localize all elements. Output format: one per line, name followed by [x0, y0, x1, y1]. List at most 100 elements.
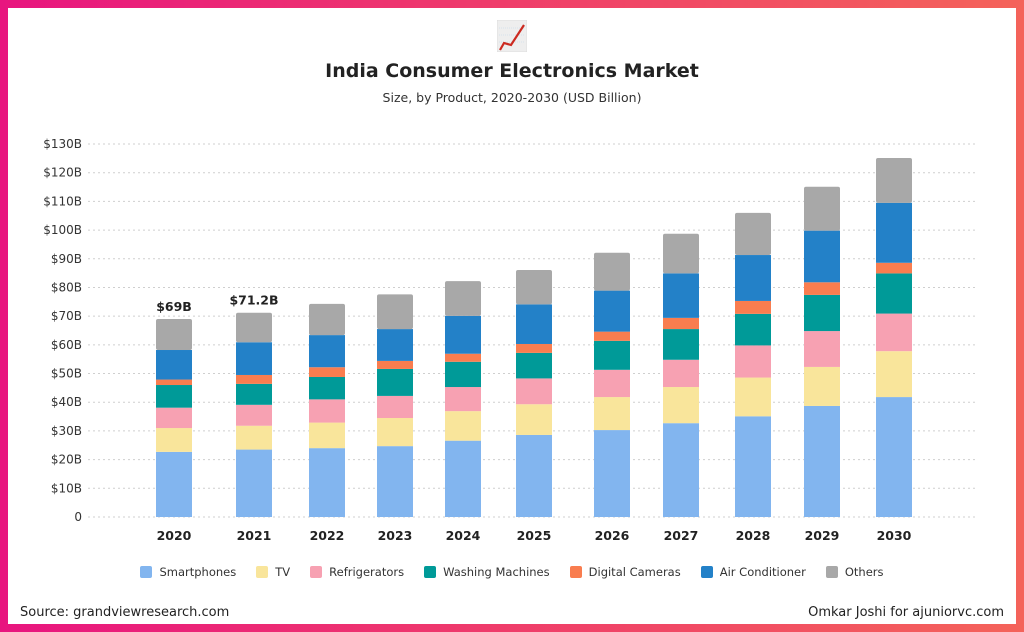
x-tick-label: 2023 [378, 528, 413, 543]
bar-segment-smartphones [735, 416, 771, 517]
bar-segment-digital-cameras [876, 262, 912, 274]
chart-increasing-icon [497, 20, 527, 52]
bar-segment-washing-machines [663, 329, 699, 360]
y-tick-label: $60B [51, 338, 82, 352]
bar-segment-digital-cameras [516, 343, 552, 353]
y-tick-label: $80B [51, 280, 82, 294]
x-tick-label: 2021 [237, 528, 272, 543]
data-label: $69B [156, 299, 192, 314]
y-tick-label: 0 [74, 510, 82, 524]
legend-swatch [310, 566, 323, 578]
bar-segment-refrigerators [156, 407, 192, 429]
bar-segment-air-conditioner [735, 255, 771, 301]
bar-segment-tv [804, 366, 840, 406]
legend-swatch [256, 566, 269, 578]
bar-segment-others [309, 303, 345, 336]
bar-segment-refrigerators [663, 359, 699, 388]
legend-swatch [569, 566, 582, 578]
bar-segment-tv [377, 418, 413, 447]
bar-segment-smartphones [516, 434, 552, 517]
bar-segment-others [445, 281, 481, 316]
x-tick-label: 2026 [595, 528, 630, 543]
y-tick-label: $120B [43, 166, 82, 180]
legend-label: Refrigerators [329, 565, 405, 579]
bar-segment-smartphones [156, 451, 192, 517]
x-tick-label: 2029 [805, 528, 840, 543]
bar-segment-refrigerators [309, 399, 345, 423]
bar-segment-tv [156, 428, 192, 452]
bar-segment-air-conditioner [309, 335, 345, 368]
bar-segment-smartphones [445, 440, 481, 517]
bar-segment-air-conditioner [445, 315, 481, 354]
source-text: Source: grandviewresearch.com [20, 605, 230, 620]
bar-segment-digital-cameras [377, 360, 413, 369]
legend-item: Washing Machines [424, 565, 550, 579]
legend: Smartphones TV Refrigerators Washing Machin… [0, 565, 1024, 579]
bar-segment-digital-cameras [445, 353, 481, 362]
bar-segment-smartphones [804, 405, 840, 517]
bar-segment-air-conditioner [663, 273, 699, 318]
bar-segment-others [594, 252, 630, 291]
bar-segment-washing-machines [876, 273, 912, 314]
legend-label: Air Conditioner [719, 565, 806, 579]
bar-segment-refrigerators [236, 404, 272, 426]
bar-segment-washing-machines [236, 383, 272, 405]
x-tick-label: 2022 [310, 528, 345, 543]
y-tick-label: $20B [51, 453, 82, 467]
legend-label: Digital Cameras [588, 565, 681, 579]
bar-segment-washing-machines [804, 294, 840, 332]
data-label: $71.2B [229, 293, 278, 308]
bar-segment-tv [594, 397, 630, 431]
bar-segment-others [663, 233, 699, 274]
chart-subtitle: Size, by Product, 2020-2030 (USD Billion… [382, 90, 642, 105]
bar-segment-washing-machines [594, 340, 630, 370]
x-tick-label: 2030 [877, 528, 912, 543]
y-tick-label: $110B [43, 194, 82, 208]
bar-segment-digital-cameras [309, 367, 345, 377]
y-tick-label: $30B [51, 424, 82, 438]
bar-segment-air-conditioner [516, 304, 552, 344]
credit-text: Omkar Joshi for ajuniorvc.com [808, 605, 1004, 620]
legend-item: Refrigerators [310, 565, 404, 579]
bar-segment-air-conditioner [594, 290, 630, 332]
bar-segment-smartphones [663, 423, 699, 517]
bar-segment-tv [445, 411, 481, 441]
legend-label: Smartphones [159, 565, 237, 579]
bar-segment-air-conditioner [876, 202, 912, 263]
bar-segment-others [804, 186, 840, 231]
legend-item: TV [256, 565, 290, 579]
y-tick-label: $10B [51, 481, 82, 495]
bar-segment-washing-machines [735, 313, 771, 346]
bar-segment-air-conditioner [236, 342, 272, 375]
bar-segment-smartphones [309, 448, 345, 517]
bar-segment-digital-cameras [804, 282, 840, 295]
bar-segment-digital-cameras [236, 374, 272, 384]
bar-segment-digital-cameras [663, 317, 699, 330]
bar-segment-washing-machines [445, 361, 481, 388]
bar-segment-others [516, 269, 552, 305]
bar-segment-refrigerators [594, 369, 630, 398]
x-tick-label: 2020 [157, 528, 192, 543]
bar-segment-air-conditioner [156, 350, 192, 380]
y-tick-label: $90B [51, 252, 82, 266]
bar-segment-refrigerators [516, 378, 552, 405]
bar-segment-digital-cameras [156, 379, 192, 386]
x-tick-label: 2024 [446, 528, 481, 543]
bar-segment-others [236, 312, 272, 343]
bar-segment-refrigerators [735, 345, 771, 378]
bar-segment-air-conditioner [804, 230, 840, 283]
bar-segment-smartphones [594, 430, 630, 517]
bar-segment-smartphones [236, 449, 272, 517]
legend-swatch [424, 566, 437, 578]
bar-segment-tv [236, 425, 272, 450]
legend-item: Others [825, 565, 884, 579]
bar-segment-smartphones [876, 397, 912, 517]
x-tick-label: 2028 [736, 528, 771, 543]
y-tick-label: $100B [43, 223, 82, 237]
y-tick-label: $130B [43, 137, 82, 151]
legend-swatch [140, 566, 153, 578]
bar-segment-refrigerators [876, 313, 912, 352]
legend-item: Air Conditioner [700, 565, 806, 579]
bar-segment-tv [309, 422, 345, 449]
